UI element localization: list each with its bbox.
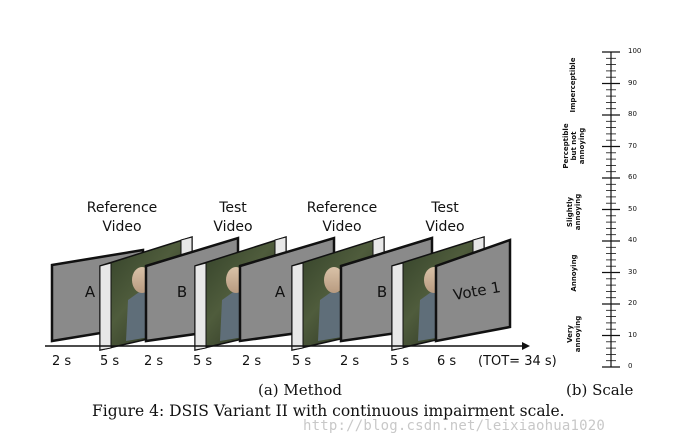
scale-tick-label: 90 — [628, 78, 637, 87]
duration-1: 2 s — [52, 354, 72, 369]
header-reference-video-2: Reference Video — [306, 200, 378, 235]
watermark: http://blog.csdn.net/leixiaohua1020 — [303, 418, 606, 434]
duration-4: 5 s — [193, 354, 213, 369]
duration-7: 2 s — [340, 354, 360, 369]
frame-letter-b-2: B — [376, 283, 388, 301]
scale-tick-label: 50 — [628, 204, 637, 213]
figure-caption: Figure 4: DSIS Variant II with continuou… — [92, 402, 565, 420]
scale-cat-very-annoying: Very annoying — [566, 315, 582, 353]
duration-3: 2 s — [144, 354, 164, 369]
duration-9: 6 s — [437, 354, 457, 369]
caption-method: (a) Method — [258, 381, 342, 399]
scale-tick-label: 70 — [628, 141, 637, 150]
frame-gray-vote — [434, 238, 512, 343]
duration-5: 2 s — [242, 354, 262, 369]
duration-6: 5 s — [292, 354, 312, 369]
scale-cat-slightly-annoying: Slightly annoying — [566, 193, 582, 231]
scale-tick-label: 60 — [628, 173, 637, 181]
header-reference-video-1: Reference Video — [86, 200, 158, 235]
scale-cat-annoying: Annoying — [570, 254, 578, 292]
scale-tick-label: 80 — [628, 110, 637, 118]
scale-cat-imperceptible: Imperceptible — [569, 57, 577, 113]
frame-letter-b-1: B — [176, 283, 188, 301]
caption-scale: (b) Scale — [566, 381, 634, 399]
header-test-video-2: Test Video — [425, 200, 465, 235]
frame-letter-a-1: A — [84, 283, 96, 301]
scale-tick-label: 10 — [628, 330, 637, 339]
scale-tick-label: 40 — [628, 236, 637, 244]
scale-tick-label: 20 — [628, 299, 637, 307]
scale-tick-label: 100 — [628, 47, 642, 55]
scale-tick-label: 0 — [628, 362, 633, 370]
header-test-video-1: Test Video — [213, 200, 253, 235]
scale-tick-label: 30 — [628, 267, 637, 276]
scale-cat-perceptible: Perceptible but not annoying — [562, 123, 586, 169]
timeline-arrow — [45, 342, 530, 350]
duration-total: (TOT= 34 s) — [478, 354, 557, 369]
frame-letter-a-2: A — [274, 283, 286, 301]
duration-2: 5 s — [100, 354, 120, 369]
duration-8: 5 s — [390, 354, 410, 369]
